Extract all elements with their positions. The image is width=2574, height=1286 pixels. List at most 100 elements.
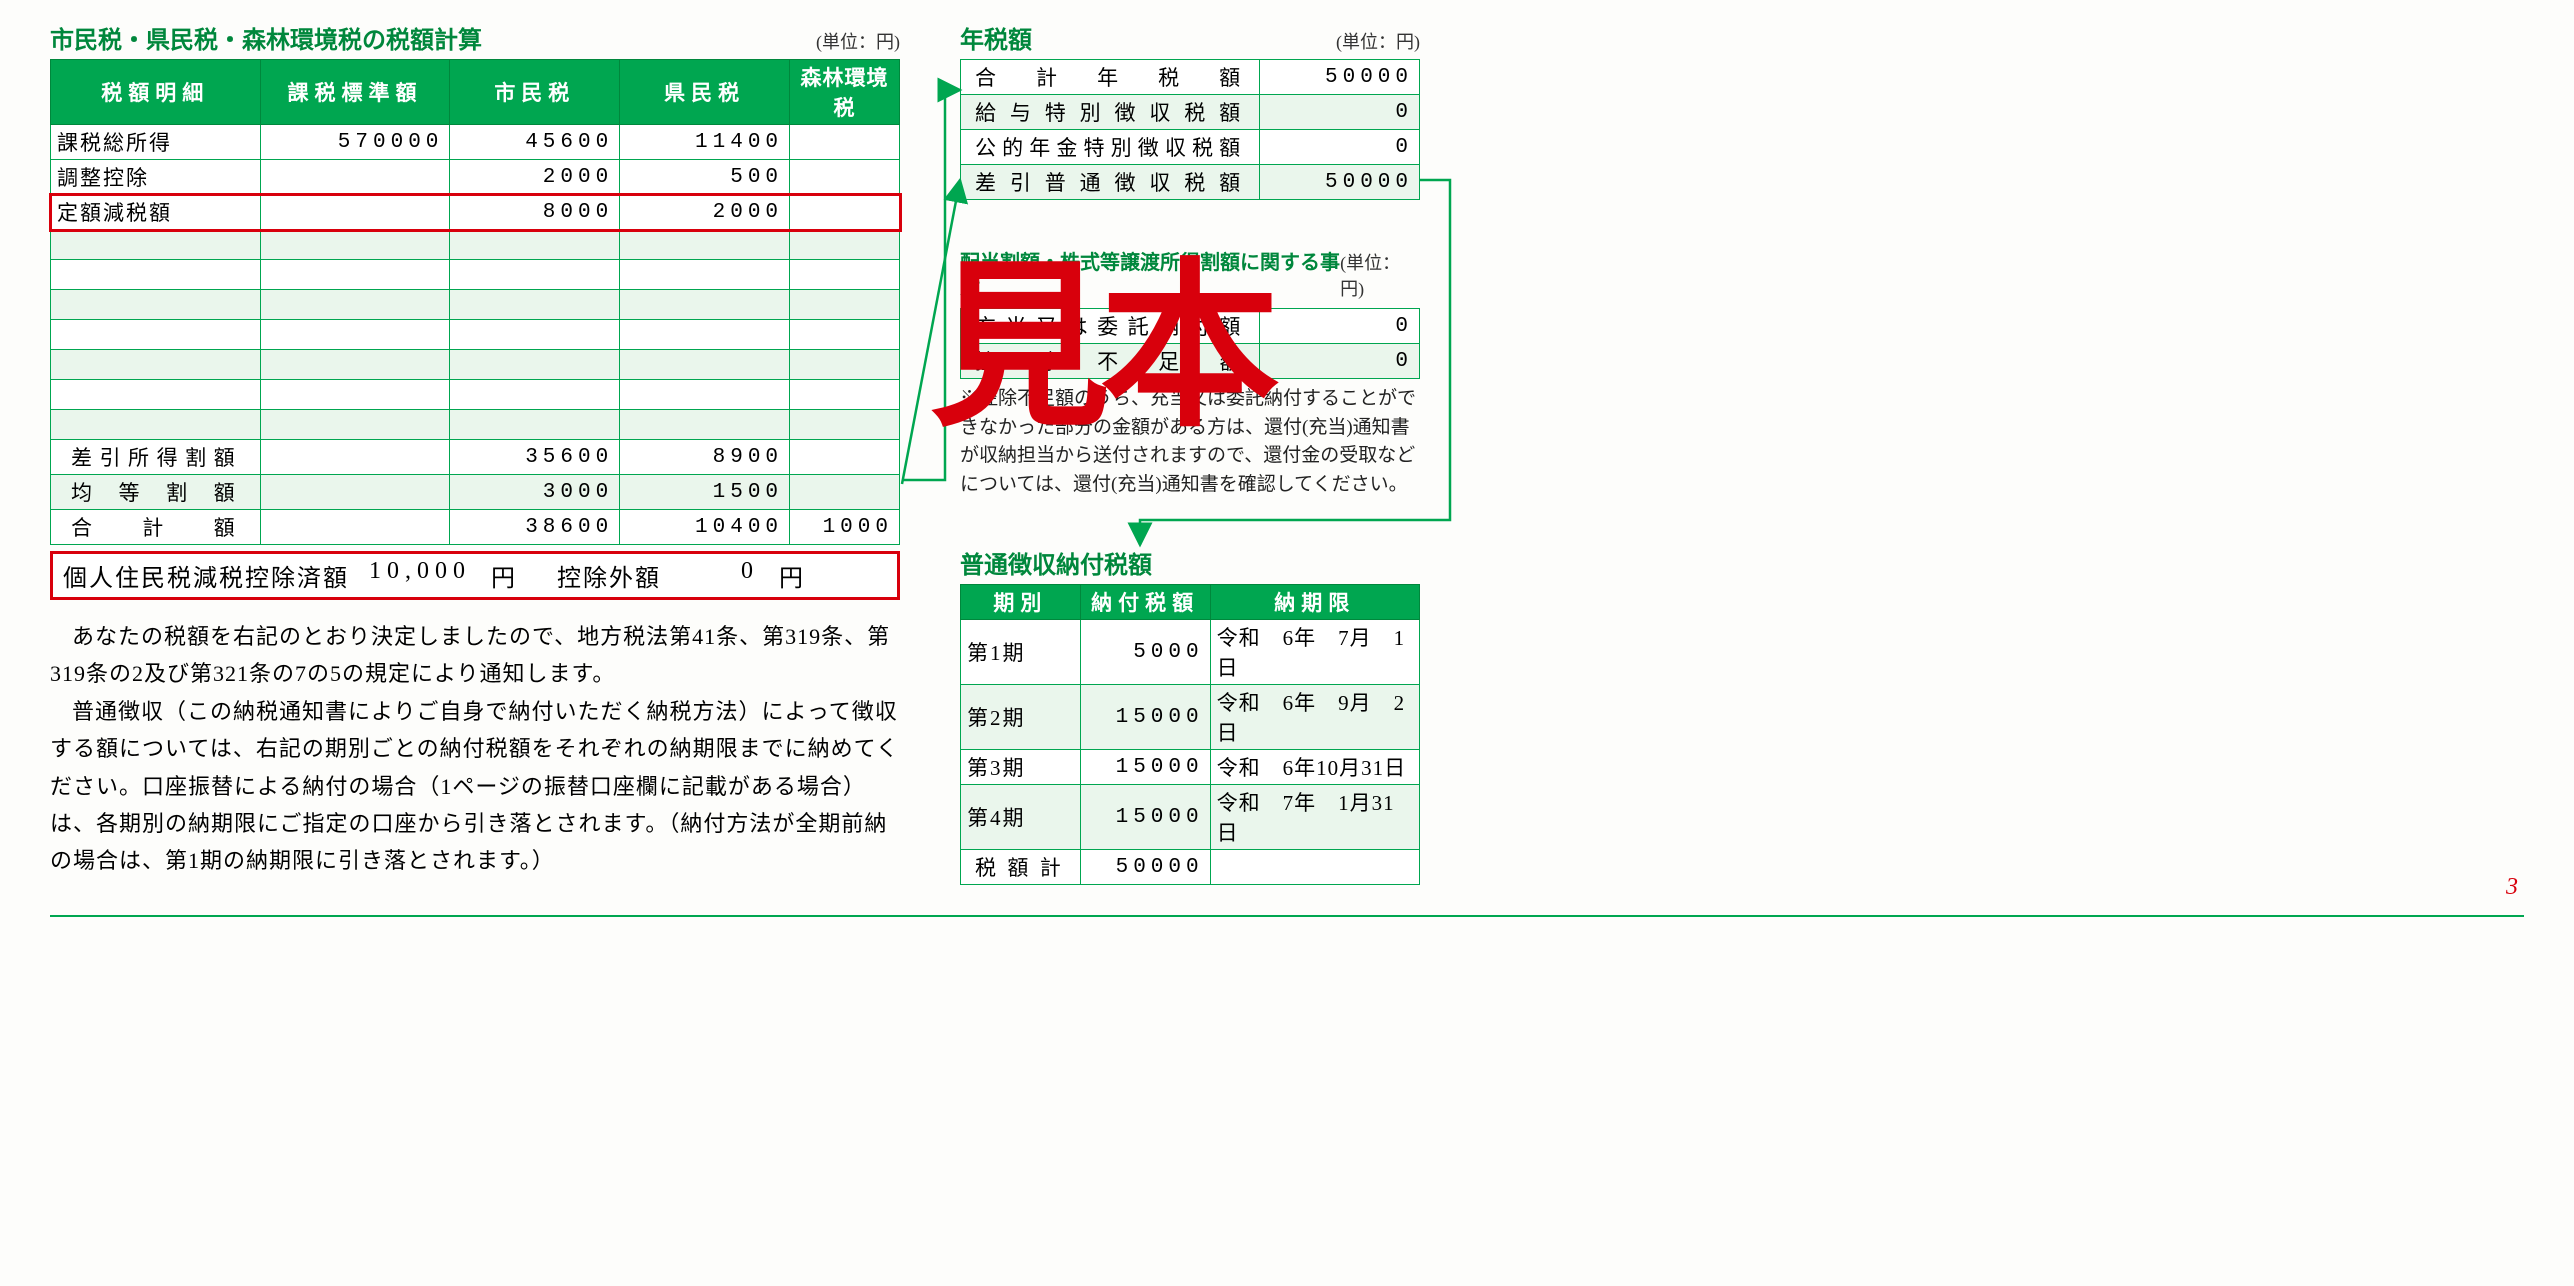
calc-blank-row [51,350,900,380]
annual-val: 0 [1260,130,1420,165]
deduction-summary: 個人住民税減税控除済額 10,000 円 控除外額 0 円 [50,551,900,600]
annual-title-row: 年税額 (単位：円) [960,20,1420,55]
calc-row-label: 調整控除 [51,160,261,195]
dividend-table: 充当又は委託納付額0控除不足額0 [960,308,1420,379]
th-period: 期別 [961,585,1081,620]
annual-val: 50000 [1260,165,1420,200]
th-amount: 納付税額 [1080,585,1210,620]
calc-blank-row [51,230,900,260]
calc-blank-row [51,410,900,440]
dividend-label: 控除不足額 [961,344,1260,379]
calc-row: 課税総所得5700004560011400 [51,125,900,160]
calc-blank-row [51,320,900,350]
calc-row-pref: 500 [620,160,790,195]
annual-label: 合計年税額 [961,60,1260,95]
calc-footer-city: 38600 [450,510,620,545]
calc-row-city: 8000 [450,195,620,230]
deduct-label2: 控除外額 [557,558,661,593]
dividend-note: ※控除不足額のうち、充当又は委託納付することができなかった部分の金額がある方は、… [960,385,1420,499]
calc-footer-label: 差引所得割額 [51,440,261,475]
th-due: 納期限 [1210,585,1419,620]
th-pref: 県民税 [620,60,790,125]
notice-body: あなたの税額を右記のとおり決定しましたので、地方税法第41条、第319条、第31… [50,618,900,880]
annual-label: 給与特別徴収税額 [961,95,1260,130]
annual-row: 合計年税額50000 [961,60,1420,95]
ordinary-row: 第2期15000令和 6年 9月 2日 [961,685,1420,750]
calc-blank-row [51,380,900,410]
calc-footer-row: 均等割額30001500 [51,475,900,510]
dividend-row: 充当又は委託納付額0 [961,309,1420,344]
ordinary-due: 令和 6年10月31日 [1210,750,1419,785]
calc-footer-pref: 8900 [620,440,790,475]
ordinary-header-row: 期別 納付税額 納期限 [961,585,1420,620]
annual-row: 公的年金特別徴収税額0 [961,130,1420,165]
annual-unit: (単位：円) [1336,28,1420,54]
notice-p2: 普通徴収（この納税通知書によりご自身で納付いただく納税方法）によって徴収する額に… [50,693,900,880]
calc-footer-label: 均等割額 [51,475,261,510]
calc-blank-row [51,290,900,320]
calc-footer-row: 差引所得割額356008900 [51,440,900,475]
dividend-val: 0 [1260,309,1420,344]
ordinary-period: 第1期 [961,620,1081,685]
calc-row-city: 2000 [450,160,620,195]
calc-row-forest [790,160,900,195]
dividend-label: 充当又は委託納付額 [961,309,1260,344]
deduct-unit2: 円 [779,558,805,593]
calc-table: 税額明細 課税標準額 市民税 県民税 森林環境税 課税総所得5700004560… [50,59,900,545]
ordinary-title-row: 普通徴収納付税額 [960,545,1420,580]
calc-header-row: 税額明細 課税標準額 市民税 県民税 森林環境税 [51,60,900,125]
calc-row: 調整控除 2000500 [51,160,900,195]
calc-footer-row: 合計額 38600104001000 [51,510,900,545]
calc-row-std [260,195,450,230]
page-container: 見本 市民税・県民税・森林環境税の税額計算 (単位：円) 税額明細 課税標準額 … [50,20,2524,885]
deduct-val2: 0 [741,558,759,593]
calc-footer-pref: 1500 [620,475,790,510]
calc-row-label: 定額減税額 [51,195,261,230]
ordinary-title: 普通徴収納付税額 [960,545,1152,580]
calc-footer-label: 合計額 [51,510,261,545]
annual-row: 給与特別徴収税額0 [961,95,1420,130]
footer-rule [50,915,2524,917]
ordinary-period: 第4期 [961,785,1081,850]
left-column: 市民税・県民税・森林環境税の税額計算 (単位：円) 税額明細 課税標準額 市民税… [50,20,900,885]
ordinary-amount: 15000 [1080,785,1210,850]
th-meisai: 税額明細 [51,60,261,125]
calc-footer-pref: 10400 [620,510,790,545]
notice-p1: あなたの税額を右記のとおり決定しましたので、地方税法第41条、第319条、第31… [50,618,900,693]
calc-footer-forest [790,475,900,510]
calc-footer-forest: 1000 [790,510,900,545]
calc-row: 定額減税額80002000 [51,195,900,230]
ordinary-row: 第4期15000令和 7年 1月31日 [961,785,1420,850]
ordinary-amount: 5000 [1080,620,1210,685]
annual-row: 差引普通徴収税額50000 [961,165,1420,200]
ordinary-period: 第3期 [961,750,1081,785]
calc-row-pref: 11400 [620,125,790,160]
ordinary-total-row: 税額計50000 [961,850,1420,885]
dividend-row: 控除不足額0 [961,344,1420,379]
th-forest: 森林環境税 [790,60,900,125]
calc-row-std [260,160,450,195]
dividend-title-row: 配当割額・株式等譲渡所得割額に関する事項 (単位：円) [960,246,1420,304]
ordinary-amount: 15000 [1080,750,1210,785]
ordinary-total-blank [1210,850,1419,885]
ordinary-row: 第1期5000令和 6年 7月 1日 [961,620,1420,685]
calc-row-label: 課税総所得 [51,125,261,160]
annual-val: 50000 [1260,60,1420,95]
deduct-label1: 個人住民税減税控除済額 [63,558,349,593]
deduct-val1: 10,000 [369,558,471,593]
annual-label: 公的年金特別徴収税額 [961,130,1260,165]
page-number: 3 [2506,874,2518,901]
deduct-unit1: 円 [491,558,517,593]
right-column: 年税額 (単位：円) 合計年税額50000給与特別徴収税額0公的年金特別徴収税額… [960,20,1420,885]
ordinary-due: 令和 7年 1月31日 [1210,785,1419,850]
dividend-title: 配当割額・株式等譲渡所得割額に関する事項 [960,246,1340,304]
calc-unit: (単位：円) [816,28,900,54]
ordinary-total-label: 税額計 [961,850,1081,885]
ordinary-due: 令和 6年 9月 2日 [1210,685,1419,750]
ordinary-period: 第2期 [961,685,1081,750]
th-std: 課税標準額 [260,60,450,125]
calc-title-row: 市民税・県民税・森林環境税の税額計算 (単位：円) [50,20,900,55]
th-city: 市民税 [450,60,620,125]
calc-row-forest [790,195,900,230]
calc-blank-row [51,260,900,290]
